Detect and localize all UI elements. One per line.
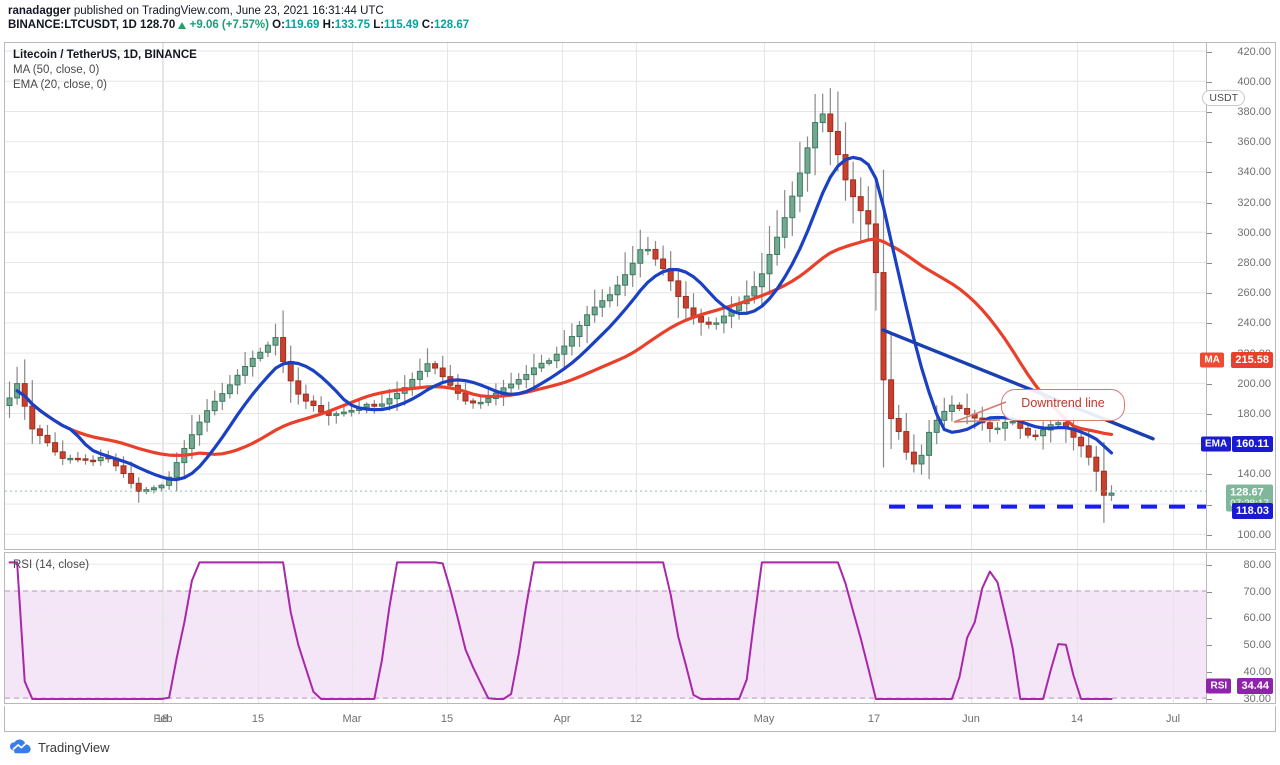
price-axis-tick: [1207, 263, 1212, 264]
price-axis-tick: [1207, 81, 1212, 83]
price-axis-label: 240.00: [1237, 317, 1271, 330]
price-axis-tick: [1207, 323, 1212, 325]
price-change: +9.06 (+7.57%): [189, 19, 269, 31]
price-axis-tick: [1207, 534, 1212, 536]
arrow-up-icon: [178, 22, 187, 29]
symbol-label: BINANCE:LTCUSDT, 1D: [8, 19, 137, 31]
price-axis-label: 380.00: [1237, 105, 1271, 118]
header-byline: ranadagger published on TradingView.com,…: [8, 4, 469, 18]
price-axis-tick: [1207, 414, 1212, 416]
price-axis-tick: [1207, 51, 1212, 53]
rsi-axis-label: 30.00: [1243, 692, 1271, 705]
callout-text: Downtrend line: [1021, 396, 1105, 410]
series-tag: RSI: [1206, 678, 1232, 694]
price-axis-tick: [1207, 202, 1212, 204]
price-axis-tick: [1207, 474, 1212, 476]
time-axis-label: 18: [155, 713, 169, 725]
published-text: published on TradingView.com, June 23, 2…: [73, 5, 384, 17]
tradingview-logo-icon: [10, 739, 31, 754]
price-axis-label: 340.00: [1237, 166, 1271, 179]
low-label: L:: [373, 19, 385, 31]
series-tag: MA: [1200, 352, 1224, 368]
price-axis-tick: [1207, 232, 1212, 234]
time-axis-label: 15: [440, 713, 454, 725]
rsi-axis-tick: [1207, 698, 1212, 700]
rsi-plot-area[interactable]: [5, 553, 1206, 703]
price-svg: [5, 43, 1206, 549]
close-label: C:: [421, 19, 434, 31]
price-axis-tick: [1207, 111, 1212, 113]
rsi-axis-label: 40.00: [1243, 665, 1271, 678]
price-axis-label: 140.00: [1237, 468, 1271, 481]
time-axis-label: 12: [629, 713, 643, 725]
price-badge[interactable]: 118.03: [1231, 502, 1273, 519]
tradingview-footer[interactable]: TradingView: [10, 739, 110, 755]
price-badge-value: 34.44: [1241, 679, 1269, 692]
time-axis-label: 17: [867, 713, 881, 725]
rsi-panel[interactable]: RSI (14, close) 80.00 70.00 60.00 50.00 40.0…: [4, 552, 1276, 705]
rsi-axis-label: 70.00: [1243, 585, 1271, 598]
time-axis-label: 15: [251, 713, 265, 725]
rsi-axis-tick: [1207, 618, 1212, 620]
rsi-axis-label: 80.00: [1243, 558, 1271, 571]
price-badge[interactable]: 160.11 EMA: [1200, 436, 1273, 453]
rsi-axis-label: 60.00: [1243, 612, 1271, 625]
currency-badge: USDT: [1202, 90, 1245, 106]
tradingview-wordmark: TradingView: [38, 739, 110, 755]
price-axis-label: 400.00: [1237, 75, 1271, 88]
price-plot-area[interactable]: [5, 43, 1206, 549]
price-axis-tick: [1207, 383, 1212, 385]
time-axis-label: May: [753, 713, 775, 725]
author-name: ranadagger: [8, 5, 71, 17]
price-axis-label: 260.00: [1237, 287, 1271, 300]
price-axis-label: 420.00: [1237, 45, 1271, 58]
rsi-svg: [5, 553, 1206, 703]
open-value: 119.69: [284, 19, 320, 31]
price-panel[interactable]: Litecoin / TetherUS, 1D, BINANCE MA (50,…: [4, 42, 1276, 550]
high-value: 133.75: [334, 19, 370, 31]
rsi-axis[interactable]: 80.00 70.00 60.00 50.00 40.00 30.00 34.44 RSI: [1206, 553, 1275, 705]
price-axis-label: 360.00: [1237, 136, 1271, 149]
price-badge-value: 215.58: [1235, 354, 1269, 367]
close-value: 128.67: [433, 19, 470, 31]
price-axis[interactable]: 420.00 400.00 380.00 360.00 340.00 320.00 300.…: [1200, 43, 1275, 549]
chart-header: ranadagger published on TradingView.com,…: [8, 4, 469, 32]
rsi-axis-tick: [1207, 564, 1212, 566]
price-axis-label: 100.00: [1237, 528, 1271, 541]
price-axis-tick: [1207, 142, 1212, 144]
low-value: 115.49: [384, 19, 419, 31]
rsi-axis-tick: [1207, 671, 1212, 673]
time-axis-label: Feb: [153, 713, 173, 725]
price-axis-label: 180.00: [1237, 408, 1271, 421]
open-label: O:: [272, 19, 285, 31]
price-axis-label: 320.00: [1237, 196, 1271, 209]
downtrend-line-callout: Downtrend line: [953, 389, 1125, 423]
price-axis-tick: [1207, 172, 1212, 174]
high-label: H:: [322, 19, 335, 31]
time-axis-label: Apr: [553, 713, 571, 725]
price-badge-value: 160.11: [1235, 438, 1269, 451]
price-badge-value: 118.03: [1235, 504, 1269, 517]
last-price: 128.70: [140, 19, 176, 31]
callout-tail-icon: [953, 401, 1007, 423]
price-axis-tick: [1207, 293, 1212, 295]
time-axis-label: Jun: [962, 713, 980, 725]
price-badge-value: 128.67: [1230, 486, 1264, 499]
rsi-axis-tick: [1207, 645, 1212, 647]
price-axis-label: 280.00: [1237, 257, 1271, 269]
price-axis-label: 200.00: [1237, 377, 1271, 390]
time-axis[interactable]: 18 Feb 15 Mar 15 Apr 12 May 17 Jun 14 Jul: [4, 706, 1276, 732]
price-badge[interactable]: 34.44 RSI: [1206, 677, 1273, 694]
price-axis-tick: [1207, 504, 1212, 506]
rsi-axis-tick: [1207, 591, 1212, 593]
time-axis-label: 14: [1070, 713, 1084, 725]
rsi-axis-label: 50.00: [1243, 639, 1271, 652]
price-axis-label: 300.00: [1237, 226, 1271, 239]
price-badge[interactable]: 215.58 MA: [1200, 352, 1273, 369]
series-tag: EMA: [1200, 436, 1232, 452]
time-axis-label: Mar: [342, 713, 362, 725]
time-axis-label: Jul: [1165, 713, 1181, 725]
header-quote: BINANCE:LTCUSDT, 1D 128.70 +9.06 (+7.57%…: [8, 18, 469, 32]
